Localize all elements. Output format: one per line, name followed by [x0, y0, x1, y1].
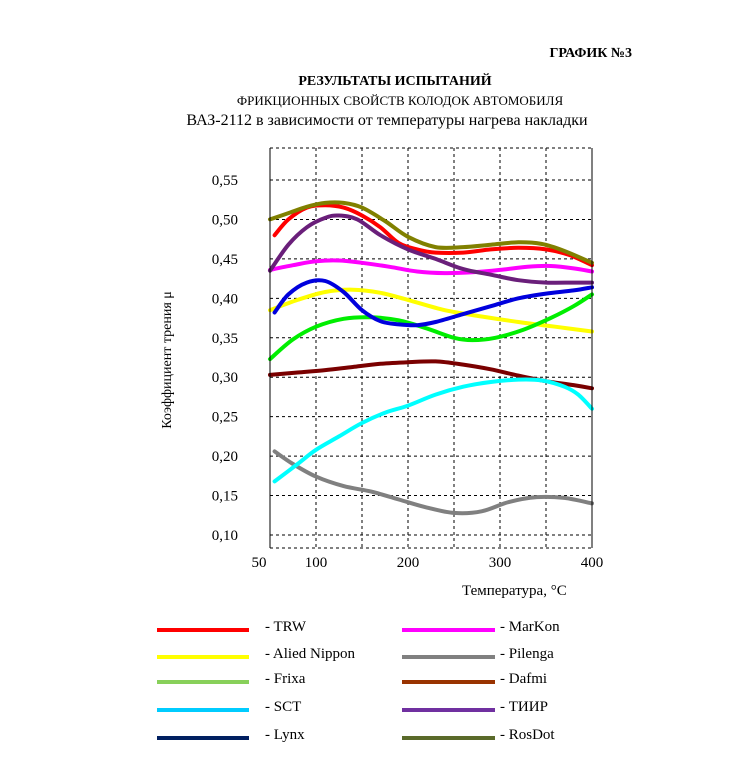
legend-item-label: - Frixa: [265, 671, 305, 688]
series-line-markon: [268, 258, 594, 276]
y-tick-label: 0,20: [212, 449, 238, 465]
legend-series-name: SCT: [273, 699, 302, 715]
chart-title-line-2: ФРИКЦИОННЫХ СВОЙСТВ КОЛОДОК АВТОМОБИЛЯ: [236, 93, 564, 108]
y-tick-label: 0,25: [212, 410, 238, 426]
legend-series-name: Lynx: [273, 727, 305, 743]
series-line-pilenga: [272, 449, 594, 516]
series-line-rosdot: [268, 200, 594, 265]
series-line-dafmi: [268, 359, 594, 391]
series-line-lynx: [272, 278, 594, 328]
x-tick-label: 50: [252, 555, 267, 571]
legend-dash: -: [500, 727, 509, 743]
series-line-frixa: [268, 292, 594, 362]
legend-series-name: Frixa: [273, 671, 306, 687]
plot-frame: [269, 147, 593, 549]
legend-series-name: ТИИР: [508, 699, 548, 715]
x-tick-label: 300: [489, 555, 512, 571]
legend-series-name: Alied Nippon: [272, 646, 355, 662]
series-line-alied-nippon: [268, 287, 594, 334]
series-line-sct: [272, 377, 594, 484]
y-tick-label: 0,35: [212, 331, 238, 347]
legend-item-label: - SCT: [265, 699, 301, 716]
chart-title-line-3: ВАЗ-2112 в зависимости от температуры на…: [186, 112, 588, 129]
y-tick-label: 0,30: [212, 370, 238, 386]
legend-dash: -: [265, 727, 274, 743]
legend-dash: -: [500, 619, 509, 635]
legend-dash: -: [265, 699, 274, 715]
y-tick-label: 0,45: [212, 252, 238, 268]
legend-item-label: - Pilenga: [500, 646, 554, 663]
legend-dash: -: [500, 699, 509, 715]
y-axis-label: Коэффициент трения μ: [160, 291, 175, 429]
x-axis-label: Температура, °С: [462, 583, 567, 599]
legend-item-label: - ТИИР: [500, 699, 548, 716]
legend-item-label: - RosDot: [500, 727, 555, 744]
legend-series-name: Dafmi: [508, 671, 548, 687]
legend-item-label: - Dafmi: [500, 671, 547, 688]
legend-series-name: TRW: [273, 619, 306, 635]
legend-series-name: MarKon: [508, 619, 560, 635]
chart-number: ГРАФИК №3: [549, 46, 632, 61]
legend-dash: -: [265, 619, 274, 635]
legend-item-label: - Alied Nippon: [265, 646, 355, 663]
series-lines: [268, 200, 594, 516]
series-line-тиир: [268, 213, 594, 285]
legend-item-label: - Lynx: [265, 727, 305, 744]
y-tick-label: 0,50: [212, 212, 238, 228]
legend-dash: -: [500, 671, 509, 687]
x-tick-label: 200: [397, 555, 420, 571]
y-tick-label: 0,55: [212, 173, 238, 189]
y-tick-label: 0,40: [212, 291, 238, 307]
x-tick-label: 400: [581, 555, 604, 571]
legend: [157, 628, 495, 740]
legend-dash: -: [265, 646, 273, 662]
legend-dash: -: [265, 671, 274, 687]
legend-series-name: RosDot: [508, 727, 555, 743]
legend-item-label: - MarKon: [500, 619, 560, 636]
chart-title-line-1: РЕЗУЛЬТАТЫ ИСПЫТАНИЙ: [298, 74, 492, 89]
legend-item-label: - TRW: [265, 619, 306, 636]
legend-dash: -: [500, 646, 509, 662]
grid-lines: [270, 148, 592, 548]
y-tick-label: 0,10: [212, 528, 238, 544]
legend-series-name: Pilenga: [508, 646, 554, 662]
y-tick-label: 0,15: [212, 489, 238, 505]
tick-labels: 0,10 0,15 0,20 0,25 0,30 0,35 0,40 0,45 0,50 0,55…: [212, 173, 604, 571]
x-tick-label: 100: [305, 555, 328, 571]
